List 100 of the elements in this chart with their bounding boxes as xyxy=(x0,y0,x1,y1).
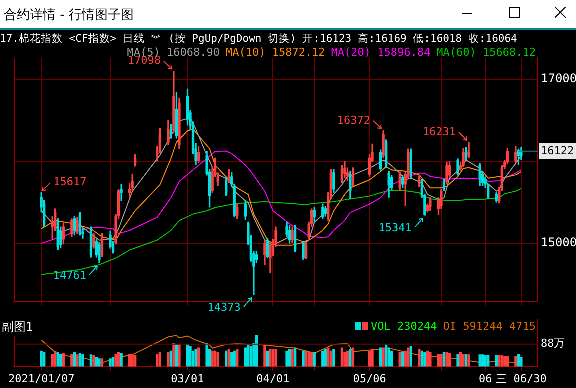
candlestick xyxy=(468,142,470,158)
bar xyxy=(76,354,79,367)
bar xyxy=(131,356,134,367)
bar xyxy=(228,349,230,367)
chart-subtitle: 17.棉花指数 <CF指数> 日线 ︾ (按 PgUp/PgDown 切换) 开:16123 高:16169 低:16018 收:16064 xyxy=(0,32,518,46)
bar xyxy=(112,357,115,367)
x-tick-label: 04/01 xyxy=(256,372,290,386)
bar xyxy=(340,348,344,367)
text: MA(60) 15668.12 xyxy=(436,46,536,59)
annotation: 16231 xyxy=(422,125,456,138)
bar xyxy=(189,346,192,367)
bar xyxy=(206,343,208,367)
bar xyxy=(225,350,228,367)
bar xyxy=(117,352,120,367)
bar xyxy=(54,350,57,367)
bar xyxy=(514,356,518,367)
bar xyxy=(286,350,288,367)
bar xyxy=(274,349,278,367)
bar xyxy=(269,349,272,367)
bar xyxy=(382,348,385,367)
text: MA(20) 15896.84 xyxy=(331,46,431,59)
y-tick-label: 15000 xyxy=(541,236,576,250)
candlestick xyxy=(120,184,123,202)
bar xyxy=(464,354,468,367)
bar xyxy=(468,354,470,367)
bar xyxy=(294,348,297,367)
bar xyxy=(388,348,390,367)
bar xyxy=(498,356,501,367)
bar xyxy=(440,354,443,367)
bar xyxy=(379,348,382,367)
bar xyxy=(308,352,310,367)
bar xyxy=(51,354,54,367)
bar xyxy=(437,354,440,367)
bar xyxy=(424,352,426,367)
bar xyxy=(250,346,253,367)
bar xyxy=(62,353,65,367)
bar xyxy=(390,350,394,367)
bar xyxy=(384,344,388,367)
bar xyxy=(98,358,101,367)
bar xyxy=(404,350,407,367)
annotation: 16372 xyxy=(337,114,371,127)
bar xyxy=(82,354,84,367)
bar xyxy=(407,348,410,367)
bar xyxy=(134,356,137,367)
bar xyxy=(371,349,374,367)
legend-label: VOL 230244 xyxy=(371,320,438,333)
bar xyxy=(418,349,421,367)
bar xyxy=(92,356,96,367)
x-tick-label: 05/06 xyxy=(353,372,386,386)
bar xyxy=(402,352,404,367)
bar xyxy=(456,354,460,367)
bar xyxy=(70,354,74,367)
bar xyxy=(330,350,332,367)
bar xyxy=(349,349,352,367)
x-tick-label: 03/01 xyxy=(171,372,204,386)
bar xyxy=(247,344,250,367)
bar xyxy=(56,352,60,367)
bar xyxy=(233,350,236,367)
bar xyxy=(197,348,200,367)
annotation: 14761 xyxy=(53,268,86,282)
bar xyxy=(324,349,327,367)
x-tick-label: 三 06/30 xyxy=(496,372,547,386)
bar xyxy=(429,352,432,367)
bar xyxy=(236,349,239,367)
annotation: 14373 xyxy=(208,300,241,314)
bar xyxy=(60,354,62,367)
bar xyxy=(175,344,178,367)
bar xyxy=(178,344,181,367)
bar xyxy=(244,348,247,367)
bar xyxy=(95,357,98,367)
bar xyxy=(158,352,162,367)
bar xyxy=(484,356,487,367)
bar xyxy=(73,352,76,367)
bar xyxy=(109,358,112,367)
bar xyxy=(266,350,270,367)
bar xyxy=(302,350,305,367)
bar xyxy=(520,357,523,367)
y-tick-label: 17000 xyxy=(541,71,576,86)
bar xyxy=(478,354,482,367)
text: MA(10) 15872.12 xyxy=(226,46,326,59)
bar xyxy=(327,348,330,367)
bar xyxy=(120,353,123,367)
bar xyxy=(398,352,402,367)
bar xyxy=(230,352,234,367)
chart-title: 合约详情 - 行情图子图 xyxy=(4,7,134,24)
bar xyxy=(344,352,346,367)
bar xyxy=(264,344,266,367)
bar xyxy=(272,349,275,367)
bar xyxy=(495,356,498,367)
bar xyxy=(322,350,324,367)
bar xyxy=(506,356,509,367)
bar xyxy=(517,354,520,367)
bar xyxy=(156,354,159,367)
bar xyxy=(332,349,336,367)
bar xyxy=(43,352,46,367)
bar xyxy=(114,354,118,367)
bar xyxy=(500,356,504,367)
bar xyxy=(78,353,82,367)
x-tick-label: 2021/01/07 xyxy=(8,372,75,386)
bar xyxy=(216,352,220,367)
